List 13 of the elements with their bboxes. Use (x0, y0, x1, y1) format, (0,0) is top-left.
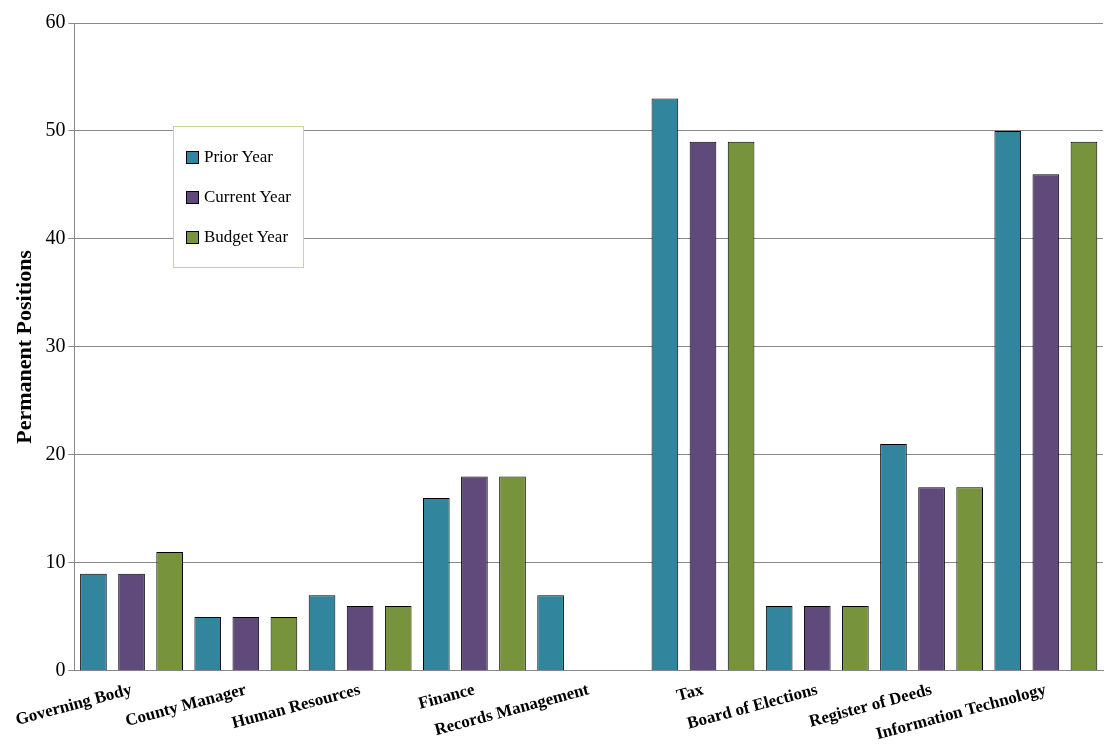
x-tick-label: Tax (674, 679, 706, 705)
legend-label: Prior Year (204, 147, 273, 167)
y-tick-label: 10 (45, 550, 66, 573)
legend-label: Budget Year (204, 227, 289, 247)
y-tick-label: 20 (45, 442, 66, 465)
y-tick-label: 0 (55, 658, 66, 681)
y-tick-label: 30 (45, 334, 66, 357)
legend-label: Current Year (204, 187, 291, 207)
y-tick-label: 60 (45, 10, 66, 33)
y-tick-label: 40 (45, 226, 66, 249)
y-axis-title: Permanent Positions (10, 249, 36, 444)
y-tick-label: 50 (45, 118, 66, 141)
x-tick-label: Finance (416, 679, 478, 713)
